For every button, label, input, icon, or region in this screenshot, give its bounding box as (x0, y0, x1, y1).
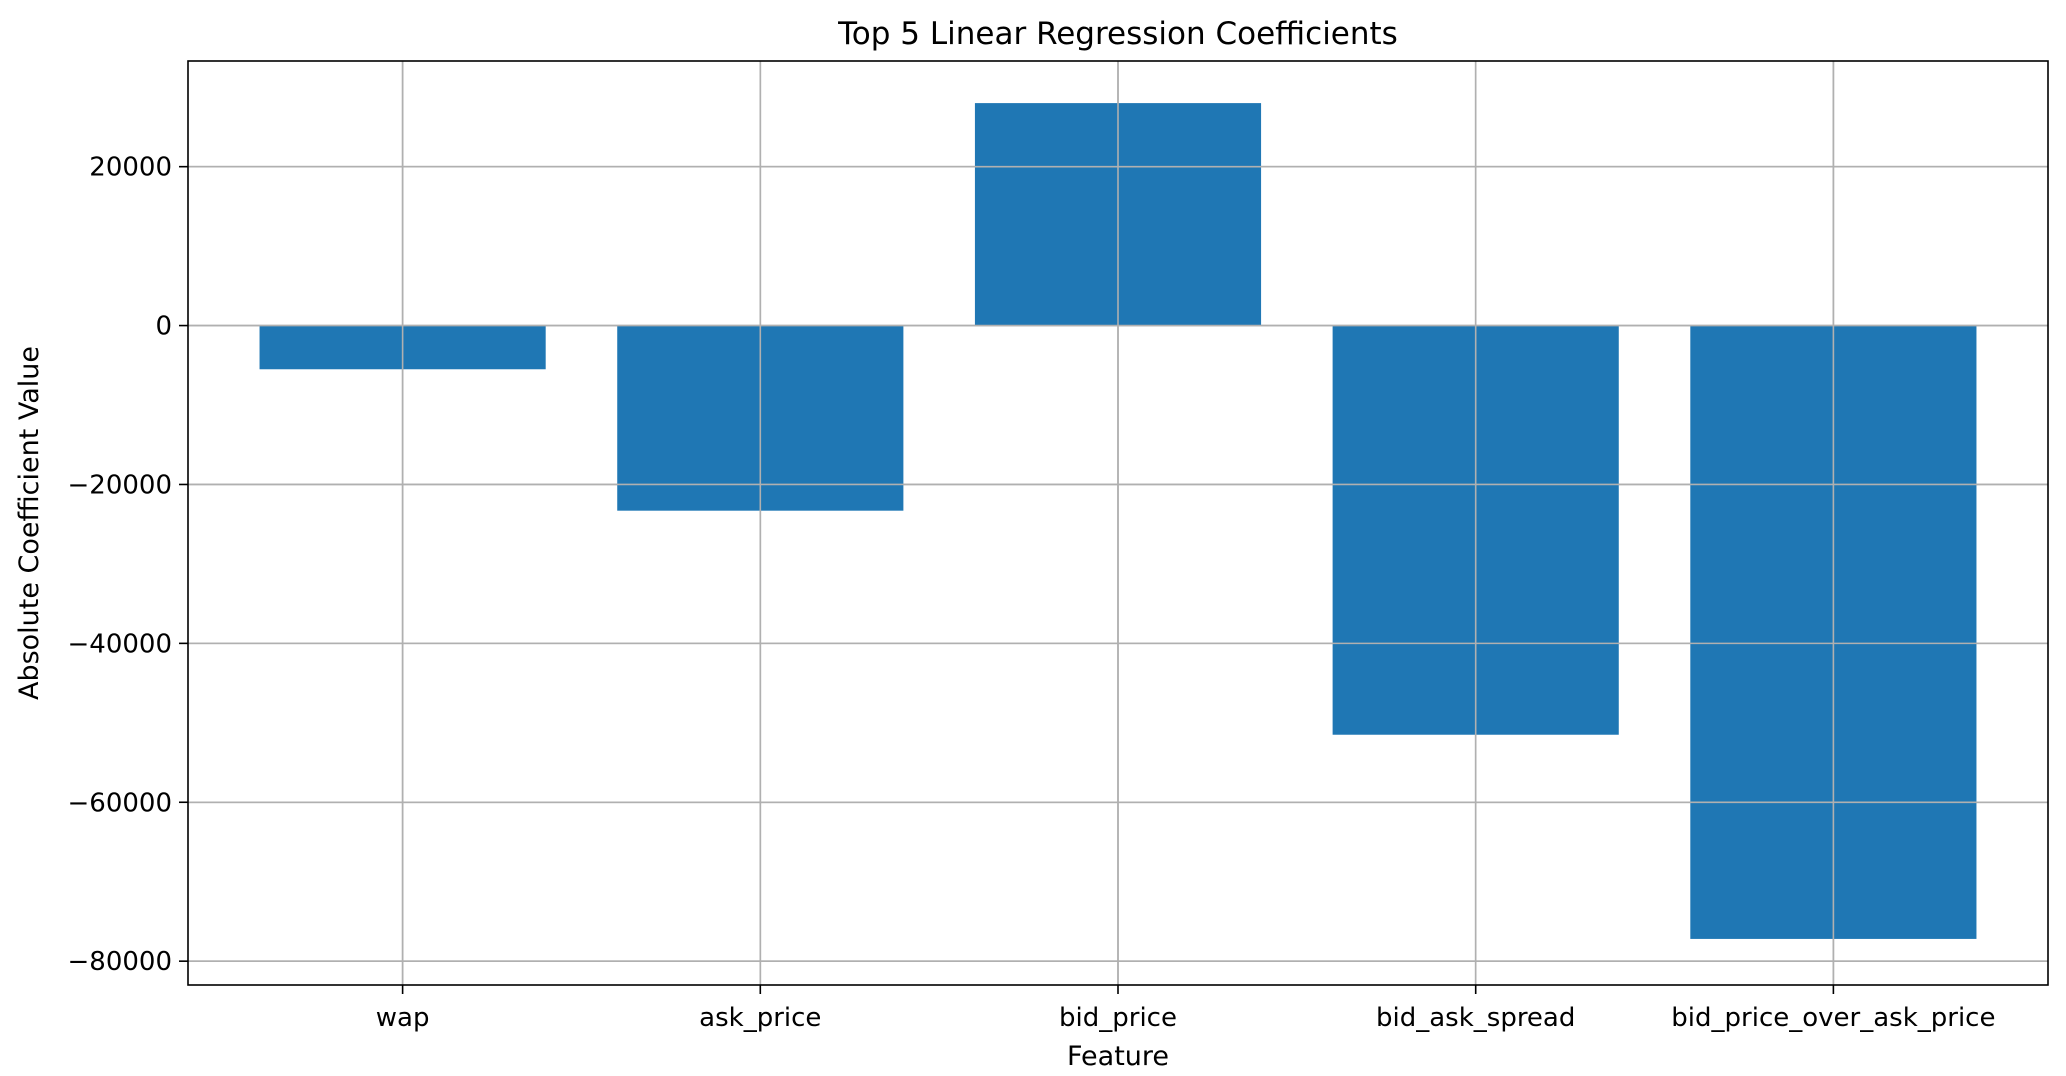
y-tick-label: −40000 (68, 629, 173, 659)
y-tick-label: 0 (155, 312, 172, 342)
grid-lines-overlay (188, 61, 2048, 985)
y-tick-label: 20000 (89, 153, 172, 183)
y-axis-title: Absolute Coefficient Value (14, 346, 45, 700)
x-axis-ticks: wap ask_price bid_price bid_ask_spread bid_p… (376, 985, 1995, 1033)
y-tick-label: −60000 (68, 788, 173, 818)
x-tick-label: wap (376, 1003, 430, 1033)
y-axis-ticks: 20000 0 −20000 −40000 −60000 −80000 (68, 153, 188, 977)
x-tick-label: bid_price_over_ask_price (1671, 1003, 1995, 1033)
x-tick-label: bid_price (1059, 1003, 1177, 1033)
x-tick-label: ask_price (699, 1003, 821, 1033)
x-axis-title: Feature (1067, 1041, 1169, 1072)
y-tick-label: −80000 (68, 947, 173, 977)
x-tick-label: bid_ask_spread (1376, 1003, 1575, 1033)
y-tick-label: −20000 (68, 470, 173, 500)
chart-title: Top 5 Linear Regression Coefficients (837, 16, 1398, 52)
